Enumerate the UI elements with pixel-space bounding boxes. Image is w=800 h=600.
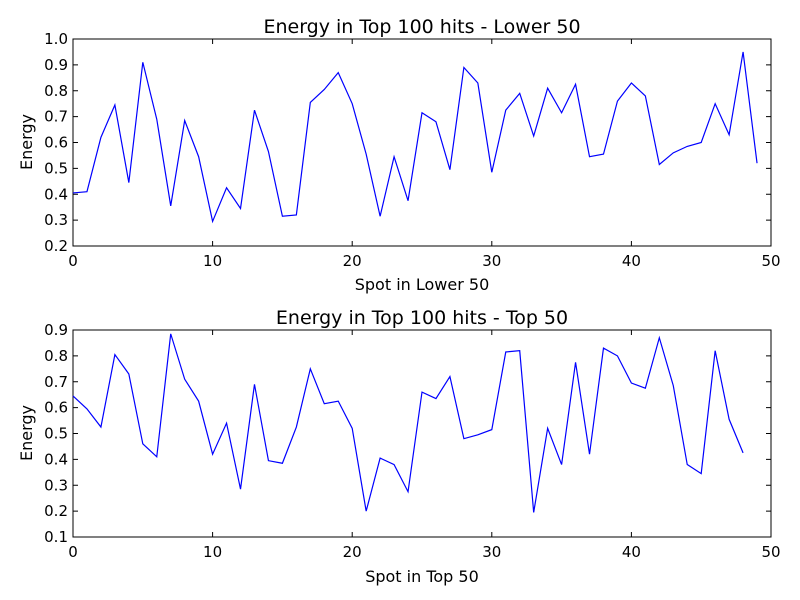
x-tick-label: 10 xyxy=(203,252,222,270)
x-tick-label: 30 xyxy=(482,543,501,561)
x-tick-label: 20 xyxy=(343,252,362,270)
y-tick-label: 0.8 xyxy=(44,82,68,100)
series-line xyxy=(72,333,744,513)
y-tick-label: 0.4 xyxy=(44,450,68,468)
axis-ticks: 0 10 20 30 40 50 0.2 0.3 0.4 0.5 0.6 0.7 0.8 0.9 1.0 xyxy=(44,30,780,270)
subplot-lower-50: Energy in Top 100 hits - Lower 50 Spot i… xyxy=(17,16,781,294)
series-line xyxy=(72,51,758,224)
y-tick-label: 0.4 xyxy=(44,185,68,203)
y-axis-label: Energy xyxy=(17,114,36,170)
y-tick-label: 0.3 xyxy=(44,211,68,229)
axis-ticks: 0 10 20 30 40 50 0.1 0.2 0.3 0.4 0.5 0.6 0.7 0.8 0.9 xyxy=(44,321,780,561)
chart-title: Energy in Top 100 hits - Lower 50 xyxy=(263,16,580,38)
x-tick-label: 50 xyxy=(761,543,780,561)
subplot-top-50: Energy in Top 100 hits - Top 50 Spot in … xyxy=(17,307,781,586)
x-axis-label: Spot in Top 50 xyxy=(365,567,479,586)
y-tick-label: 0.9 xyxy=(44,321,68,339)
y-tick-label: 0.8 xyxy=(44,347,68,365)
y-tick-label: 0.3 xyxy=(44,476,68,494)
y-tick-label: 0.1 xyxy=(44,528,68,546)
x-tick-label: 20 xyxy=(343,543,362,561)
chart-title: Energy in Top 100 hits - Top 50 xyxy=(276,307,568,329)
y-tick-label: 0.2 xyxy=(44,237,68,255)
y-tick-label: 0.2 xyxy=(44,502,68,520)
x-tick-label: 10 xyxy=(203,543,222,561)
data-series xyxy=(72,333,744,513)
y-tick-label: 0.5 xyxy=(44,159,68,177)
plot-frame xyxy=(72,38,772,247)
x-axis-label: Spot in Lower 50 xyxy=(355,275,490,294)
y-tick-label: 0.5 xyxy=(44,425,68,443)
x-tick-label: 40 xyxy=(622,252,641,270)
x-tick-label: 0 xyxy=(68,543,78,561)
x-tick-label: 50 xyxy=(761,252,780,270)
x-tick-label: 30 xyxy=(482,252,501,270)
y-tick-label: 0.6 xyxy=(44,399,68,417)
x-tick-label: 0 xyxy=(68,252,78,270)
data-series xyxy=(72,51,758,224)
y-tick-label: 0.7 xyxy=(44,373,68,391)
y-axis-label: Energy xyxy=(17,405,36,461)
y-tick-label: 0.6 xyxy=(44,134,68,152)
y-tick-label: 0.9 xyxy=(44,56,68,74)
x-tick-label: 40 xyxy=(622,543,641,561)
y-tick-label: 0.7 xyxy=(44,108,68,126)
y-tick-label: 1.0 xyxy=(44,30,68,48)
